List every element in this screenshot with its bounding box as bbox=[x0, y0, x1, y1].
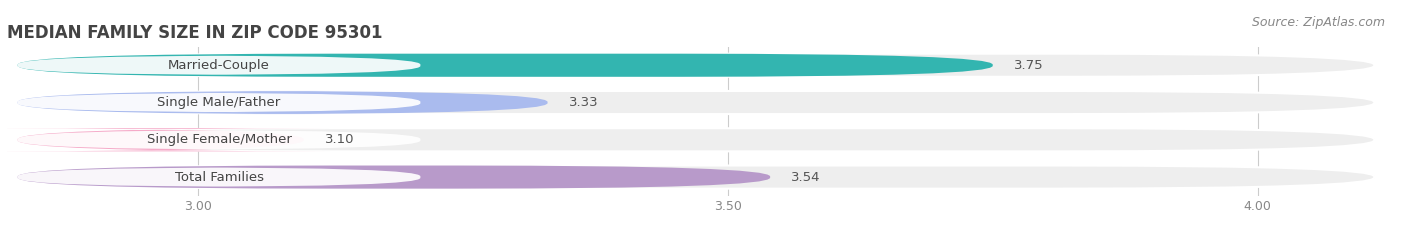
FancyBboxPatch shape bbox=[18, 54, 1374, 77]
FancyBboxPatch shape bbox=[18, 91, 547, 114]
FancyBboxPatch shape bbox=[18, 55, 420, 75]
Text: MEDIAN FAMILY SIZE IN ZIP CODE 95301: MEDIAN FAMILY SIZE IN ZIP CODE 95301 bbox=[7, 24, 382, 42]
FancyBboxPatch shape bbox=[18, 165, 1374, 189]
Text: Married-Couple: Married-Couple bbox=[169, 59, 270, 72]
FancyBboxPatch shape bbox=[18, 167, 420, 187]
FancyBboxPatch shape bbox=[18, 165, 770, 189]
FancyBboxPatch shape bbox=[18, 130, 420, 150]
FancyBboxPatch shape bbox=[18, 128, 1374, 151]
FancyBboxPatch shape bbox=[0, 128, 330, 151]
Text: Single Male/Father: Single Male/Father bbox=[157, 96, 281, 109]
Text: Source: ZipAtlas.com: Source: ZipAtlas.com bbox=[1251, 16, 1385, 29]
Text: 3.10: 3.10 bbox=[325, 133, 354, 146]
Text: 3.33: 3.33 bbox=[569, 96, 599, 109]
Text: 3.54: 3.54 bbox=[792, 171, 821, 184]
FancyBboxPatch shape bbox=[18, 93, 420, 112]
Text: Total Families: Total Families bbox=[174, 171, 263, 184]
FancyBboxPatch shape bbox=[18, 91, 1374, 114]
FancyBboxPatch shape bbox=[18, 54, 993, 77]
Text: 3.75: 3.75 bbox=[1014, 59, 1043, 72]
Text: Single Female/Mother: Single Female/Mother bbox=[146, 133, 291, 146]
